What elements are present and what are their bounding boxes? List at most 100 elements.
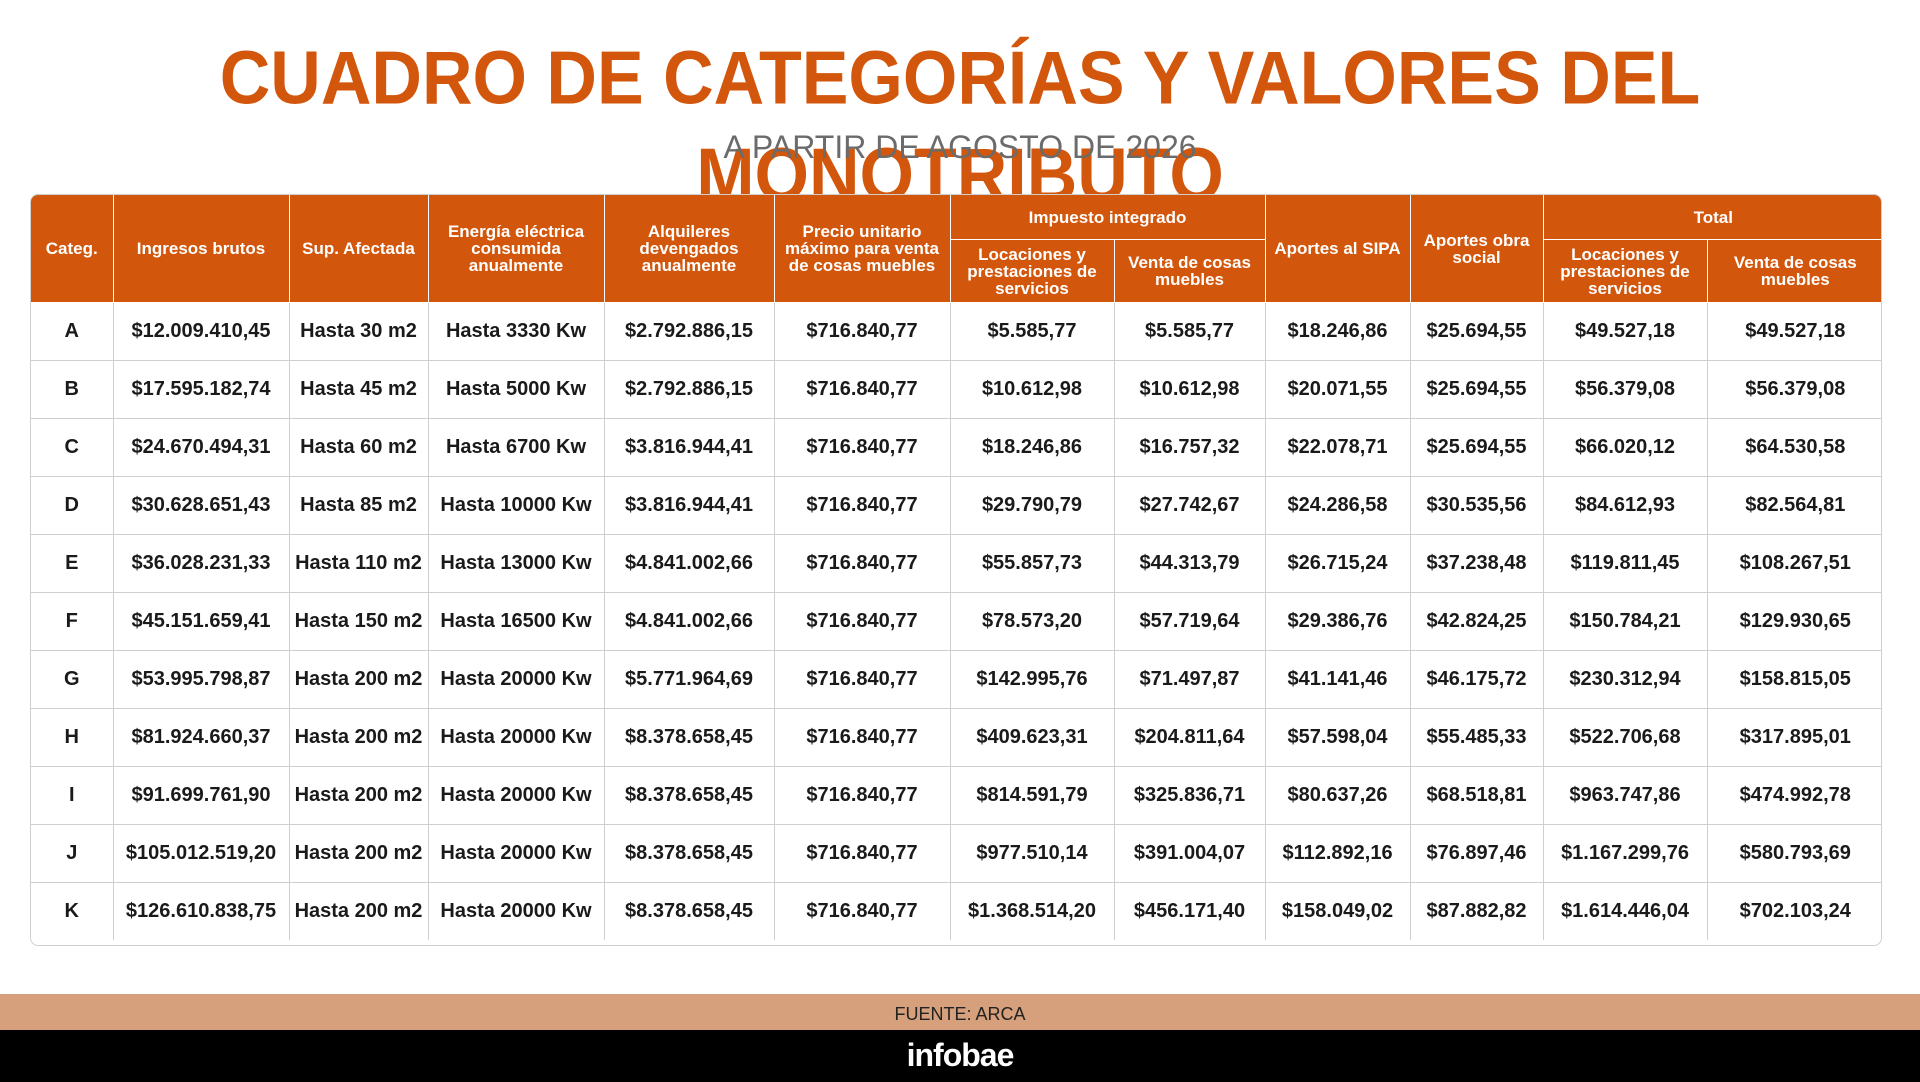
cell-ingresos: $36.028.231,33 bbox=[113, 534, 290, 593]
cell-superficie: Hasta 85 m2 bbox=[289, 476, 429, 535]
cell-superficie: Hasta 200 m2 bbox=[289, 650, 429, 709]
cell-ingresos: $105.012.519,20 bbox=[113, 824, 290, 883]
table-row: K $126.610.838,75 Hasta 200 m2 Hasta 20000 … bbox=[31, 882, 1881, 940]
cell-total-locaciones: $119.811,45 bbox=[1543, 534, 1708, 593]
table-row: C $24.670.494,31 Hasta 60 m2 Hasta 6700 Kw $… bbox=[31, 418, 1881, 477]
cell-alquileres: $8.378.658,45 bbox=[604, 766, 775, 825]
cell-ingresos: $30.628.651,43 bbox=[113, 476, 290, 535]
cell-impuesto-locaciones: $10.612,98 bbox=[950, 360, 1115, 419]
cell-superficie: Hasta 30 m2 bbox=[289, 302, 429, 361]
cell-aportes-obra-social: $55.485,33 bbox=[1410, 708, 1544, 767]
table-row: F $45.151.659,41 Hasta 150 m2 Hasta 16500 K… bbox=[31, 592, 1881, 651]
table-body: A $12.009.410,45 Hasta 30 m2 Hasta 3330 Kw $… bbox=[31, 302, 1881, 940]
cell-total-venta: $108.267,51 bbox=[1707, 534, 1881, 593]
header-precio-unitario: Precio unitario máximo para venta de cos… bbox=[774, 195, 951, 303]
cell-impuesto-venta: $325.836,71 bbox=[1114, 766, 1266, 825]
cell-impuesto-venta: $456.171,40 bbox=[1114, 882, 1266, 940]
cell-impuesto-locaciones: $78.573,20 bbox=[950, 592, 1115, 651]
cell-energia: Hasta 13000 Kw bbox=[428, 534, 605, 593]
cell-aportes-obra-social: $37.238,48 bbox=[1410, 534, 1544, 593]
cell-energia: Hasta 20000 Kw bbox=[428, 766, 605, 825]
cell-total-locaciones: $56.379,08 bbox=[1543, 360, 1708, 419]
cell-ingresos: $53.995.798,87 bbox=[113, 650, 290, 709]
cell-superficie: Hasta 200 m2 bbox=[289, 824, 429, 883]
cell-energia: Hasta 20000 Kw bbox=[428, 882, 605, 940]
header-categ: Categ. bbox=[31, 195, 114, 303]
cell-precio: $716.840,77 bbox=[774, 534, 951, 593]
cell-alquileres: $3.816.944,41 bbox=[604, 476, 775, 535]
cell-total-venta: $129.930,65 bbox=[1707, 592, 1881, 651]
cell-superficie: Hasta 60 m2 bbox=[289, 418, 429, 477]
cell-alquileres: $3.816.944,41 bbox=[604, 418, 775, 477]
cell-aportes-sipa: $24.286,58 bbox=[1265, 476, 1411, 535]
cell-categ: C bbox=[31, 418, 114, 477]
header-impuesto-locaciones: Locaciones y prestaciones de servicios bbox=[950, 239, 1115, 303]
cell-precio: $716.840,77 bbox=[774, 650, 951, 709]
cell-superficie: Hasta 110 m2 bbox=[289, 534, 429, 593]
cell-aportes-sipa: $112.892,16 bbox=[1265, 824, 1411, 883]
cell-superficie: Hasta 200 m2 bbox=[289, 882, 429, 940]
source-bar: FUENTE: ARCA bbox=[0, 994, 1920, 1030]
cell-aportes-obra-social: $25.694,55 bbox=[1410, 302, 1544, 361]
header-impuesto-integrado: Impuesto integrado bbox=[950, 195, 1266, 240]
table-row: G $53.995.798,87 Hasta 200 m2 Hasta 20000 K… bbox=[31, 650, 1881, 709]
cell-categ: F bbox=[31, 592, 114, 651]
cell-superficie: Hasta 150 m2 bbox=[289, 592, 429, 651]
cell-energia: Hasta 10000 Kw bbox=[428, 476, 605, 535]
header-impuesto-venta: Venta de cosas muebles bbox=[1114, 239, 1266, 303]
table-header: Categ. Ingresos brutos Sup. Afectada Ene… bbox=[31, 195, 1881, 303]
header-aportes-obra-social: Aportes obra social bbox=[1410, 195, 1544, 303]
cell-ingresos: $24.670.494,31 bbox=[113, 418, 290, 477]
cell-total-locaciones: $522.706,68 bbox=[1543, 708, 1708, 767]
cell-impuesto-venta: $71.497,87 bbox=[1114, 650, 1266, 709]
cell-aportes-obra-social: $68.518,81 bbox=[1410, 766, 1544, 825]
cell-ingresos: $126.610.838,75 bbox=[113, 882, 290, 940]
cell-superficie: Hasta 200 m2 bbox=[289, 708, 429, 767]
cell-precio: $716.840,77 bbox=[774, 418, 951, 477]
footer-bar: infobae bbox=[0, 1030, 1920, 1082]
cell-total-venta: $82.564,81 bbox=[1707, 476, 1881, 535]
cell-precio: $716.840,77 bbox=[774, 824, 951, 883]
cell-impuesto-venta: $57.719,64 bbox=[1114, 592, 1266, 651]
cell-precio: $716.840,77 bbox=[774, 766, 951, 825]
table-row: D $30.628.651,43 Hasta 85 m2 Hasta 10000 Kw… bbox=[31, 476, 1881, 535]
cell-impuesto-locaciones: $977.510,14 bbox=[950, 824, 1115, 883]
cell-aportes-sipa: $29.386,76 bbox=[1265, 592, 1411, 651]
cell-total-locaciones: $49.527,18 bbox=[1543, 302, 1708, 361]
cell-total-locaciones: $963.747,86 bbox=[1543, 766, 1708, 825]
cell-total-venta: $317.895,01 bbox=[1707, 708, 1881, 767]
cell-alquileres: $8.378.658,45 bbox=[604, 882, 775, 940]
cell-aportes-sipa: $22.078,71 bbox=[1265, 418, 1411, 477]
cell-categ: B bbox=[31, 360, 114, 419]
header-ingresos: Ingresos brutos bbox=[113, 195, 290, 303]
cell-impuesto-locaciones: $18.246,86 bbox=[950, 418, 1115, 477]
cell-total-locaciones: $230.312,94 bbox=[1543, 650, 1708, 709]
cell-ingresos: $17.595.182,74 bbox=[113, 360, 290, 419]
cell-ingresos: $12.009.410,45 bbox=[113, 302, 290, 361]
cell-aportes-obra-social: $46.175,72 bbox=[1410, 650, 1544, 709]
cell-aportes-obra-social: $25.694,55 bbox=[1410, 360, 1544, 419]
brand-logo: infobae bbox=[906, 1037, 1015, 1073]
table-row: A $12.009.410,45 Hasta 30 m2 Hasta 3330 Kw $… bbox=[31, 302, 1881, 361]
cell-superficie: Hasta 200 m2 bbox=[289, 766, 429, 825]
cell-impuesto-locaciones: $5.585,77 bbox=[950, 302, 1115, 361]
cell-ingresos: $91.699.761,90 bbox=[113, 766, 290, 825]
cell-total-locaciones: $1.167.299,76 bbox=[1543, 824, 1708, 883]
cell-precio: $716.840,77 bbox=[774, 592, 951, 651]
page-subtitle: A PARTIR DE AGOSTO DE 2026 bbox=[723, 129, 1197, 165]
cell-impuesto-locaciones: $29.790,79 bbox=[950, 476, 1115, 535]
page-title: CUADRO DE CATEGORÍAS Y VALORES DEL MONOT… bbox=[219, 35, 1701, 217]
cell-energia: Hasta 3330 Kw bbox=[428, 302, 605, 361]
cell-aportes-sipa: $80.637,26 bbox=[1265, 766, 1411, 825]
cell-aportes-sipa: $26.715,24 bbox=[1265, 534, 1411, 593]
header-total-locaciones: Locaciones y prestaciones de servicios bbox=[1543, 239, 1708, 303]
cell-categ: D bbox=[31, 476, 114, 535]
header-superficie: Sup. Afectada bbox=[289, 195, 429, 303]
header-aportes-sipa: Aportes al SIPA bbox=[1265, 195, 1411, 303]
cell-precio: $716.840,77 bbox=[774, 708, 951, 767]
cell-impuesto-venta: $5.585,77 bbox=[1114, 302, 1266, 361]
cell-precio: $716.840,77 bbox=[774, 476, 951, 535]
cell-impuesto-locaciones: $55.857,73 bbox=[950, 534, 1115, 593]
header-alquileres: Alquileres devengados anualmente bbox=[604, 195, 775, 303]
cell-categ: G bbox=[31, 650, 114, 709]
